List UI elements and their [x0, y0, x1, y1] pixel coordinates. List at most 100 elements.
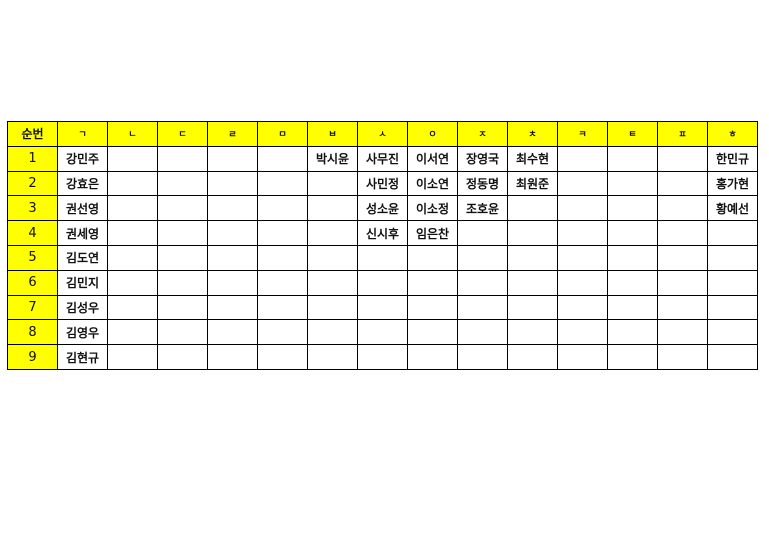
name-cell — [107, 145, 158, 172]
name-cell: 장영국 — [457, 145, 508, 172]
name-cell — [457, 269, 508, 296]
name-cell — [157, 170, 208, 197]
name-cell — [307, 244, 358, 271]
name-cell — [107, 170, 158, 197]
name-cell: 사민정 — [357, 170, 408, 197]
name-cell — [707, 244, 758, 271]
name-cell — [357, 244, 408, 271]
name-cell — [407, 319, 458, 346]
name-cell — [657, 244, 708, 271]
name-cell — [457, 294, 508, 321]
name-cell — [657, 294, 708, 321]
name-cell: 최수현 — [507, 145, 558, 172]
name-cell — [407, 344, 458, 370]
name-cell: 정동명 — [457, 170, 508, 197]
table-row: 7 김성우 — [7, 294, 758, 321]
name-cell — [557, 145, 608, 172]
table-row: 3 권선영 성소윤 이소정 조호윤 황예선 — [7, 195, 758, 222]
name-cell — [307, 344, 358, 370]
name-cell — [707, 319, 758, 346]
name-cell — [407, 244, 458, 271]
name-cell — [507, 319, 558, 346]
name-cell — [557, 170, 608, 197]
row-number: 3 — [7, 195, 58, 222]
name-cell — [207, 244, 258, 271]
header-consonant: ㄴ — [107, 121, 158, 147]
name-cell — [557, 220, 608, 246]
name-cell: 성소윤 — [357, 195, 408, 222]
name-cell — [357, 269, 408, 296]
row-number: 6 — [7, 269, 58, 296]
name-cell — [457, 319, 508, 346]
name-cell: 김성우 — [57, 294, 108, 321]
name-cell — [157, 294, 208, 321]
name-cell — [357, 319, 408, 346]
name-cell — [507, 344, 558, 370]
header-consonant: ㅊ — [507, 121, 558, 147]
name-cell — [107, 344, 158, 370]
name-cell — [707, 269, 758, 296]
name-cell — [607, 344, 658, 370]
name-cell — [557, 269, 608, 296]
name-cell: 이소연 — [407, 170, 458, 197]
name-cell — [257, 170, 308, 197]
name-cell — [657, 344, 708, 370]
name-cell: 김현규 — [57, 344, 108, 370]
name-cell — [507, 244, 558, 271]
name-cell: 강민주 — [57, 145, 108, 172]
name-cell — [407, 294, 458, 321]
header-consonant: ㅅ — [357, 121, 408, 147]
name-cell — [107, 220, 158, 246]
name-cell — [157, 244, 208, 271]
name-cell — [607, 145, 658, 172]
name-cell: 권세영 — [57, 220, 108, 246]
name-cell — [257, 145, 308, 172]
name-cell — [207, 344, 258, 370]
name-cell — [707, 220, 758, 246]
table-row: 1 강민주 박시윤 사무진 이서연 장영국 최수현 한민규 — [7, 145, 758, 172]
table-row: 5 김도연 — [7, 244, 758, 271]
name-cell — [157, 220, 208, 246]
name-cell — [657, 319, 708, 346]
header-consonant: ㄷ — [157, 121, 208, 147]
name-cell — [607, 319, 658, 346]
table-row: 6 김민지 — [7, 269, 758, 296]
name-cell — [207, 319, 258, 346]
name-cell: 김민지 — [57, 269, 108, 296]
header-consonant: ㅁ — [257, 121, 308, 147]
name-cell — [207, 294, 258, 321]
header-consonant: ㅇ — [407, 121, 458, 147]
name-cell — [507, 269, 558, 296]
name-cell — [207, 195, 258, 222]
name-cell — [307, 220, 358, 246]
name-cell — [257, 195, 308, 222]
name-cell — [607, 244, 658, 271]
name-cell: 이소정 — [407, 195, 458, 222]
name-cell — [457, 344, 508, 370]
header-order: 순번 — [7, 121, 58, 147]
name-cell — [157, 319, 208, 346]
name-cell — [557, 244, 608, 271]
header-consonant: ㅋ — [557, 121, 608, 147]
name-cell — [457, 220, 508, 246]
name-cell — [107, 195, 158, 222]
name-cell — [507, 195, 558, 222]
name-cell — [357, 344, 408, 370]
name-cell: 조호윤 — [457, 195, 508, 222]
name-cell — [157, 344, 208, 370]
row-number: 4 — [7, 220, 58, 246]
name-cell: 박시윤 — [307, 145, 358, 172]
row-number: 7 — [7, 294, 58, 321]
name-cell — [107, 269, 158, 296]
name-cell — [157, 269, 208, 296]
name-cell — [257, 269, 308, 296]
name-cell — [107, 294, 158, 321]
name-cell: 이서연 — [407, 145, 458, 172]
name-cell — [257, 244, 308, 271]
name-cell — [607, 195, 658, 222]
name-cell — [207, 269, 258, 296]
name-cell — [557, 319, 608, 346]
name-cell: 홍가현 — [707, 170, 758, 197]
